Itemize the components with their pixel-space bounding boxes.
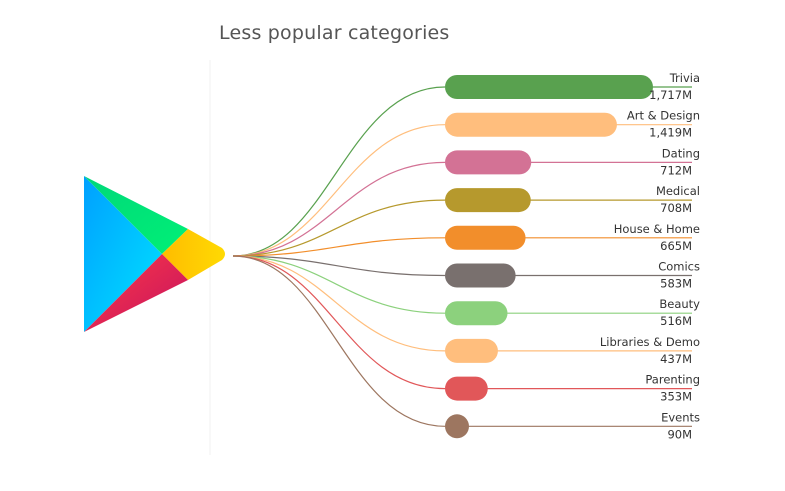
category-label-beauty: Beauty (659, 297, 700, 311)
connector-parenting (232, 255, 446, 390)
connector-medical (232, 199, 446, 257)
value-label-events: 90M (667, 427, 692, 441)
category-label-libraries-and-demo: Libraries & Demo (600, 335, 700, 349)
bar-medical[interactable] (445, 188, 531, 213)
bar-dating[interactable] (445, 150, 532, 175)
category-label-art-and-design: Art & Design (627, 109, 700, 123)
connector-art-and-design (232, 124, 446, 257)
connector-dating (232, 161, 446, 257)
connector-trivia (232, 86, 446, 257)
bar-trivia[interactable] (445, 75, 653, 99)
bar-parenting[interactable] (445, 376, 488, 401)
connector-links (232, 86, 692, 427)
bar-beauty[interactable] (445, 301, 508, 326)
connector-house-and-home (232, 237, 446, 257)
value-label-art-and-design: 1,419M (649, 126, 692, 140)
connector-comics (232, 255, 446, 277)
bars (445, 75, 653, 439)
value-label-comics: 583M (660, 277, 692, 291)
value-label-libraries-and-demo: 437M (660, 352, 692, 366)
value-label-house-and-home: 665M (660, 239, 692, 253)
google-play-logo-icon (84, 176, 225, 332)
category-label-house-and-home: House & Home (614, 222, 700, 236)
labels: Trivia 1,717M Art & Design 1,419M Dating 712M… (600, 71, 700, 441)
value-label-medical: 708M (660, 201, 692, 215)
category-label-events: Events (661, 410, 700, 424)
category-label-trivia: Trivia (669, 71, 700, 85)
bar-comics[interactable] (445, 263, 516, 288)
category-label-dating: Dating (662, 146, 700, 160)
bar-libraries-and-demo[interactable] (445, 338, 498, 363)
category-label-comics: Comics (658, 260, 700, 274)
connector-events (232, 255, 446, 427)
connector-beauty (232, 255, 446, 314)
bar-art-and-design[interactable] (445, 112, 617, 137)
chart-title: Less popular categories (219, 22, 450, 44)
category-label-parenting: Parenting (645, 373, 700, 387)
value-label-beauty: 516M (660, 314, 692, 328)
category-label-medical: Medical (656, 184, 700, 198)
logo-red-segment (84, 254, 188, 332)
bar-events[interactable] (445, 414, 469, 439)
logo-green-segment (84, 176, 188, 254)
logo-blue-segment (84, 176, 162, 332)
value-label-trivia: 1,717M (649, 88, 692, 102)
connector-libraries-and-demo (232, 255, 446, 352)
value-label-parenting: 353M (660, 390, 692, 404)
value-label-dating: 712M (660, 163, 692, 177)
logo-yellow-segment (162, 229, 225, 280)
bar-house-and-home[interactable] (445, 225, 526, 250)
